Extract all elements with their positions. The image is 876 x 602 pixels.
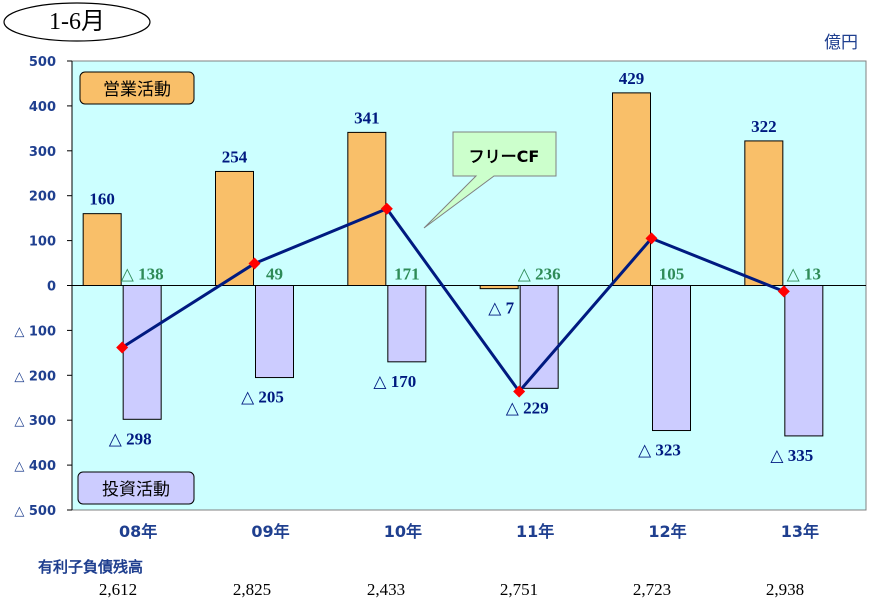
free-cf-data-label: 171 bbox=[394, 265, 420, 284]
y-tick-label: △ 400 bbox=[14, 459, 56, 474]
operating-bar bbox=[612, 92, 651, 286]
x-category-label: 11年 bbox=[516, 522, 554, 541]
operating-legend-box bbox=[79, 71, 195, 105]
unit-label: 億円 bbox=[824, 33, 858, 53]
free-cf-marker bbox=[777, 285, 790, 298]
free-cf-marker bbox=[645, 232, 658, 245]
period-badge-oval bbox=[3, 2, 151, 42]
investing-bar bbox=[519, 285, 559, 389]
investing-bar bbox=[122, 285, 162, 420]
free-cf-marker bbox=[248, 257, 261, 270]
investing-data-label: △ 335 bbox=[770, 446, 813, 465]
y-tick-label: 200 bbox=[29, 190, 56, 205]
investing-bar bbox=[255, 285, 294, 379]
free-cf-data-label: △ 236 bbox=[518, 265, 561, 284]
debt-value-11: 2,751 bbox=[499, 580, 539, 599]
free-cf-marker bbox=[116, 341, 129, 354]
y-tick-label: △ 500 bbox=[14, 504, 56, 519]
y-tick-label: △ 200 bbox=[14, 369, 56, 384]
operating-bar bbox=[479, 285, 519, 290]
operating-data-label: 341 bbox=[354, 108, 380, 127]
debt-value-08: 2,612 bbox=[98, 580, 138, 599]
operating-bar bbox=[744, 140, 784, 286]
debt-value-09: 2,825 bbox=[232, 580, 272, 599]
x-category-label: 12年 bbox=[648, 522, 686, 541]
investing-data-label: △ 170 bbox=[373, 372, 416, 391]
free-cf-line bbox=[121, 206, 785, 394]
y-tick-label: △ 300 bbox=[14, 414, 56, 429]
investing-data-label: △ 205 bbox=[241, 388, 284, 407]
operating-bar bbox=[347, 131, 387, 286]
y-tick-label: 100 bbox=[29, 235, 56, 250]
debt-value-10: 2,433 bbox=[366, 580, 406, 599]
period-label: 1-6月 bbox=[49, 9, 105, 35]
investing-data-label: △ 323 bbox=[638, 441, 681, 460]
free-cf-data-label: △ 138 bbox=[121, 265, 164, 284]
investing-bar bbox=[784, 285, 824, 437]
operating-legend-label: 営業活動 bbox=[103, 80, 171, 100]
free-cf-marker bbox=[380, 202, 393, 215]
operating-data-label: 429 bbox=[619, 69, 645, 88]
y-tick-label: 300 bbox=[29, 145, 56, 160]
free-cf-callout-label: フリーCF bbox=[469, 147, 540, 166]
operating-data-label: 254 bbox=[222, 147, 248, 166]
operating-bar bbox=[82, 213, 122, 286]
x-category-label: 09年 bbox=[251, 522, 289, 541]
investing-bar bbox=[652, 285, 691, 432]
x-category-label: 13年 bbox=[781, 522, 819, 541]
operating-data-label: △ 7 bbox=[488, 299, 514, 318]
investing-legend-box bbox=[77, 471, 195, 505]
x-category-label: 08年 bbox=[119, 522, 157, 541]
x-category-label: 10年 bbox=[384, 522, 422, 541]
free-cf-callout bbox=[423, 131, 557, 229]
operating-data-label: 160 bbox=[89, 190, 115, 209]
debt-value-13: 2,938 bbox=[765, 580, 805, 599]
free-cf-data-label: 49 bbox=[266, 265, 283, 284]
y-tick-label: △ 100 bbox=[14, 324, 56, 339]
investing-data-label: △ 229 bbox=[506, 398, 549, 417]
period-badge: 1-6月 bbox=[2, 2, 152, 42]
investing-data-label: △ 298 bbox=[109, 429, 152, 448]
y-tick-label: 400 bbox=[29, 100, 56, 115]
operating-data-label: 322 bbox=[751, 117, 777, 136]
free-cf-marker bbox=[513, 385, 526, 398]
y-tick-label: 0 bbox=[47, 280, 56, 295]
investing-legend-label: 投資活動 bbox=[102, 480, 170, 500]
free-cf-data-label: △ 13 bbox=[787, 265, 821, 284]
investing-bar bbox=[387, 285, 427, 363]
free-cf-data-label: 105 bbox=[659, 265, 685, 284]
debt-value-12: 2,723 bbox=[632, 580, 672, 599]
debt-title: 有利子負債残高 bbox=[38, 558, 144, 576]
y-tick-label: 500 bbox=[29, 55, 56, 70]
